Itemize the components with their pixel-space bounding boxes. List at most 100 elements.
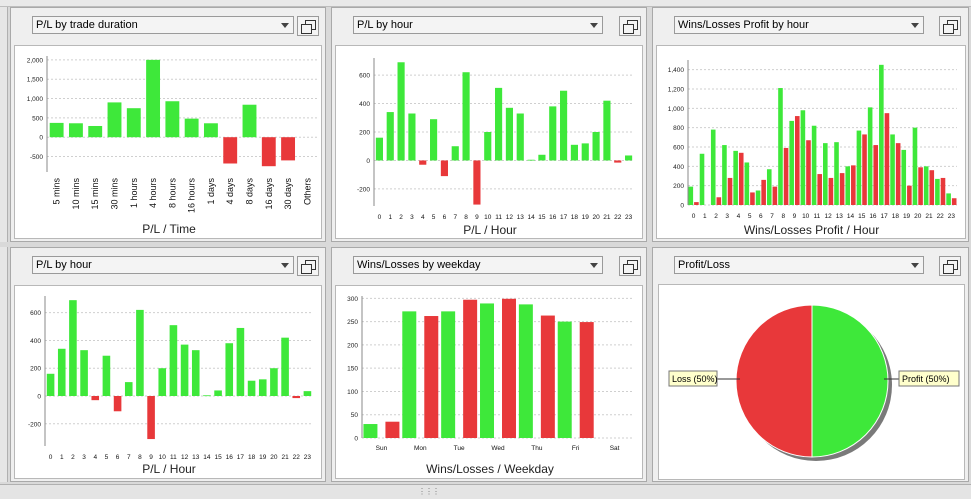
x-tick-label: 4 hours xyxy=(148,178,158,209)
popout-button[interactable] xyxy=(297,256,319,276)
y-tick-label: 1,400 xyxy=(668,67,685,74)
bar xyxy=(91,396,100,401)
x-tick-label: 3 xyxy=(410,214,414,221)
y-tick-label: 50 xyxy=(351,412,359,419)
bar xyxy=(694,202,699,205)
bar xyxy=(699,153,705,205)
chevron-down-icon xyxy=(911,23,919,28)
x-axis-label: P/L / Hour xyxy=(142,462,196,476)
x-tick-label: 22 xyxy=(937,213,945,220)
chart-plot-area: -200 0 200 400 600 0 1 2 3 4 5 6 7 8 9 10 11 12 13 14 15 16 17… xyxy=(14,285,322,479)
bar xyxy=(549,106,557,161)
bar xyxy=(505,107,513,161)
y-tick-label: 0 xyxy=(354,436,358,443)
popout-button[interactable] xyxy=(297,16,319,36)
bar xyxy=(727,177,733,205)
bar xyxy=(49,122,64,138)
x-tick-label: 8 days xyxy=(245,178,255,205)
chart-type-select[interactable]: P/L by hour xyxy=(32,256,294,274)
x-tick-label: 10 xyxy=(802,213,810,220)
left-scroll-strip[interactable] xyxy=(0,247,8,482)
bar xyxy=(750,192,755,205)
x-tick-label: 5 xyxy=(432,214,436,221)
x-axis-label: P/L / Hour xyxy=(463,223,517,237)
x-tick-label: 15 xyxy=(858,213,866,220)
select-label: P/L by hour xyxy=(36,259,92,271)
bar xyxy=(441,311,456,438)
bar xyxy=(223,137,238,164)
x-tick-label: 4 xyxy=(93,454,97,461)
x-tick-label: 21 xyxy=(925,213,933,220)
bar xyxy=(761,179,766,205)
x-tick-label: 17 xyxy=(881,213,889,220)
pie-label: Loss (50%) xyxy=(672,374,718,384)
left-scroll-strip[interactable] xyxy=(0,7,8,242)
y-tick-label: 200 xyxy=(347,342,358,349)
chevron-down-icon xyxy=(590,263,598,268)
panel-pl-by-duration: P/L by trade duration -500 0 500 1,000 1,500… xyxy=(10,7,326,242)
bar xyxy=(158,368,167,396)
x-tick-label: 13 xyxy=(192,454,200,461)
x-tick-label: 11 xyxy=(170,454,177,461)
popout-button[interactable] xyxy=(619,256,641,276)
y-tick-label: 200 xyxy=(359,130,370,137)
popout-button[interactable] xyxy=(939,16,961,36)
x-tick-label: Thu xyxy=(531,445,543,452)
y-tick-label: -200 xyxy=(28,421,41,428)
bar xyxy=(733,150,738,205)
select-label: Wins/Losses Profit by hour xyxy=(678,19,809,31)
bar xyxy=(570,144,578,161)
chart-type-select[interactable]: P/L by trade duration xyxy=(32,16,294,34)
x-tick-label: 12 xyxy=(506,214,514,221)
y-tick-label: 1,200 xyxy=(668,87,685,94)
x-tick-label: 9 xyxy=(475,214,479,221)
bar xyxy=(603,100,611,161)
chart-type-select[interactable]: P/L by hour xyxy=(353,16,603,34)
popout-button[interactable] xyxy=(619,16,641,36)
x-tick-label: Wed xyxy=(491,445,505,452)
panel-pl-by-hour-2: P/L by hour -200 0 200 400 600 0 1 2 3 4 5 6 7 8 9 10 11… xyxy=(10,247,326,482)
bar xyxy=(688,186,694,205)
chart-type-select[interactable]: Wins/Losses Profit by hour xyxy=(674,16,924,34)
y-tick-label: 0 xyxy=(39,135,43,142)
x-axis-label: P/L / Time xyxy=(142,222,196,236)
chart-type-select[interactable]: Wins/Losses by weekday xyxy=(353,256,603,274)
x-tick-label: 4 xyxy=(737,213,741,220)
y-tick-label: 200 xyxy=(673,183,684,190)
bar xyxy=(828,177,834,205)
bar xyxy=(940,177,946,205)
bar xyxy=(951,198,957,205)
bar xyxy=(783,147,789,205)
x-tick-label: 23 xyxy=(304,454,312,461)
x-tick-label: 4 days xyxy=(225,178,235,205)
bar xyxy=(778,88,783,205)
top-splitter[interactable] xyxy=(0,0,971,7)
y-tick-label: 600 xyxy=(359,73,370,80)
pie-label-box xyxy=(898,370,960,387)
bar xyxy=(136,309,144,396)
x-tick-label: 5 xyxy=(105,454,109,461)
bar xyxy=(907,185,912,205)
bar xyxy=(581,143,589,161)
chart-plot-area: -500 0 500 1,000 1,500 2,000 5 mins 10 mins 15 m… xyxy=(14,45,322,239)
bar xyxy=(184,118,199,138)
x-tick-label: 9 xyxy=(149,454,153,461)
bar xyxy=(165,101,180,138)
bar xyxy=(281,137,296,161)
panel-profit-loss: Profit/Loss Loss (50%) Profit (50%) xyxy=(652,247,969,482)
chart-type-select[interactable]: Profit/Loss xyxy=(674,256,924,274)
bar xyxy=(88,125,103,138)
panel-pl-by-hour-1: P/L by hour -200 0 200 400 600 0 1 2 3 4 5 6 7 8 9 10 11… xyxy=(331,7,647,242)
bar xyxy=(124,382,133,396)
pie-slice xyxy=(811,304,889,458)
popout-button[interactable] xyxy=(939,256,961,276)
pie-chart: Loss (50%) Profit (50%) xyxy=(668,304,960,461)
bar xyxy=(146,59,161,138)
horizontal-splitter[interactable]: ⋮⋮⋮ xyxy=(0,484,971,499)
bar xyxy=(884,113,890,205)
y-tick-label: 2,000 xyxy=(27,57,44,64)
bar xyxy=(912,127,918,205)
bar xyxy=(856,130,862,205)
bar xyxy=(386,112,394,161)
